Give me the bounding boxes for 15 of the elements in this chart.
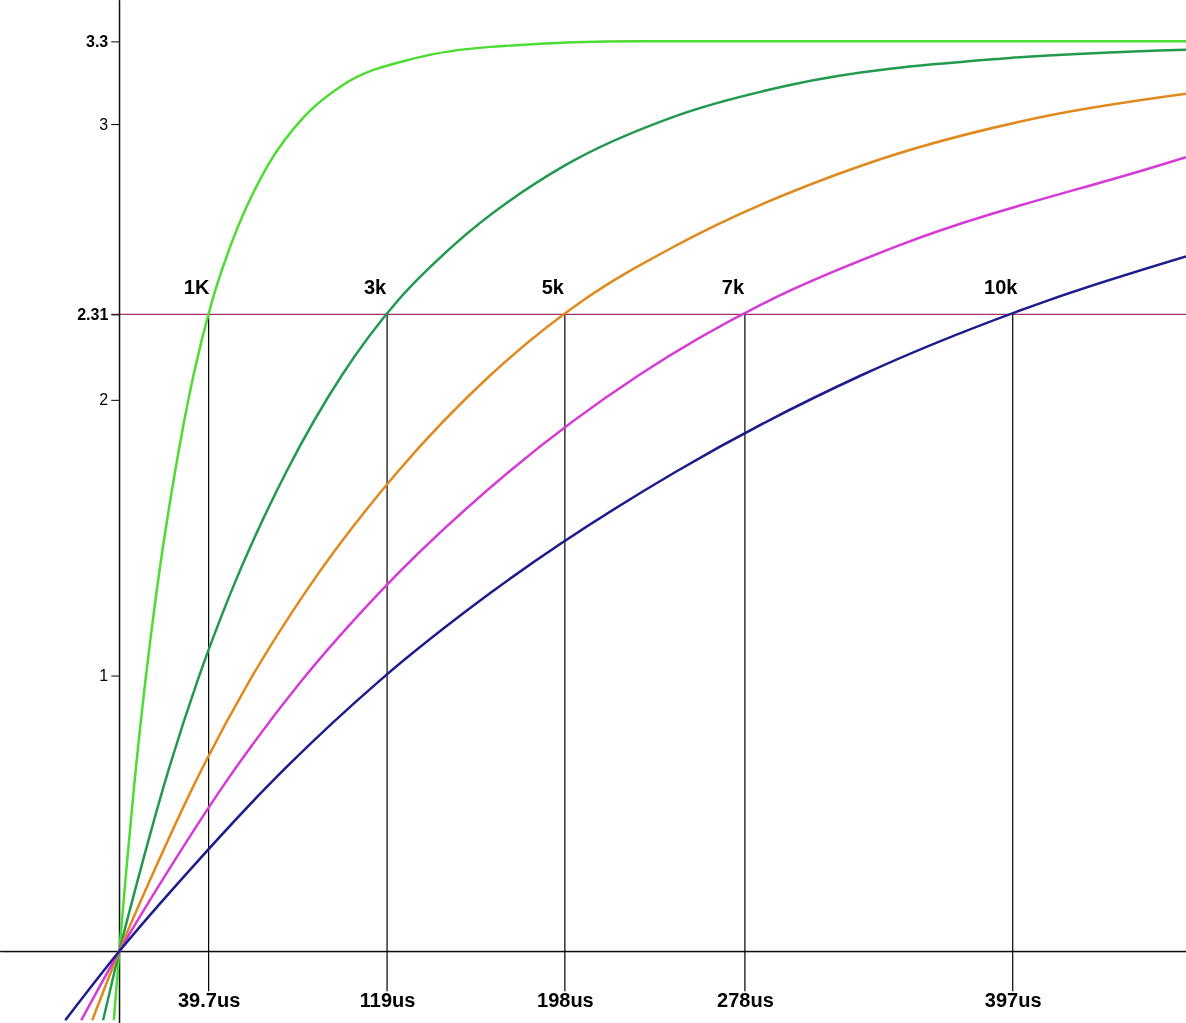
y-tick-label: 3.3	[86, 32, 109, 50]
x-tick-label: 198us	[537, 989, 594, 1012]
y-tick-label: 2.31	[77, 305, 109, 323]
annotation: 10k	[984, 276, 1019, 299]
annotation: 7k	[721, 276, 745, 299]
x-tick-label: 278us	[717, 989, 774, 1012]
annotation: 5k	[541, 276, 565, 299]
y-tick-label: 2	[99, 391, 109, 409]
annotation: 3k	[363, 276, 388, 299]
x-tick-label: 119us	[359, 989, 416, 1012]
y-tick-label: 1	[99, 667, 109, 685]
y-tick-label: 3	[99, 115, 109, 133]
x-tick-label: 397us	[984, 989, 1042, 1012]
annotation: 1K	[183, 276, 210, 299]
x-tick-label: 39.7us	[177, 989, 241, 1012]
